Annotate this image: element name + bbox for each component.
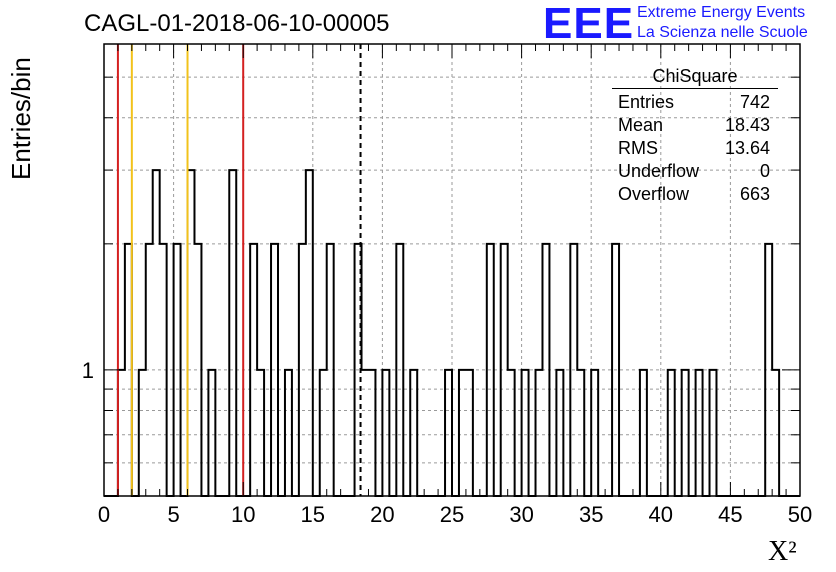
stats-label: Entries [618,92,675,112]
logo-line-1: Extreme Energy Events [637,4,806,21]
stats-label: RMS [618,138,658,158]
stats-box: ChiSquare Entries 742 Mean 18.43 RMS 13.… [612,66,778,206]
stats-title: ChiSquare [612,66,778,89]
x-tick-label: 45 [718,502,742,527]
x-tick-label: 50 [788,502,812,527]
y-axis-label: Entries/bin [6,57,36,180]
stats-label: Overflow [618,184,690,204]
stats-value: 742 [739,92,770,112]
x-tick-label: 0 [98,502,110,527]
x-tick-label: 5 [167,502,179,527]
x-tick-label: 35 [579,502,603,527]
histogram-bin [229,170,236,496]
stats-row-overflow: Overflow 663 [612,183,778,206]
logo-line-2: La Scienza nelle Scuole [637,24,808,41]
histogram-bin [153,170,160,496]
x-axis-label: X² [768,536,797,567]
reference-lines [116,44,362,496]
histogram-bin [306,170,313,496]
stats-row-mean: Mean 18.43 [612,114,778,137]
stats-value: 663 [739,184,770,204]
x-tick-label: 20 [370,502,394,527]
chart-title: CAGL-01-2018-06-10-00005 [84,10,390,37]
x-tick-label: 40 [649,502,673,527]
x-tick-label: 25 [440,502,464,527]
stats-value: 0 [759,161,770,181]
stats-label: Mean [618,115,664,135]
x-tick-label: 30 [509,502,533,527]
histogram-bin [188,170,195,496]
axis-ticks: 0 5 10 15 20 25 30 35 40 45 50 1 [82,44,812,527]
stats-row-rms: RMS 13.64 [612,137,778,160]
stats-row-underflow: Underflow 0 [612,160,778,183]
stats-label: Underflow [618,161,700,181]
stats-value: 13.64 [724,138,770,158]
y-tick-label: 1 [82,358,94,383]
stats-value: 18.43 [724,115,770,135]
x-tick-label: 15 [301,502,325,527]
x-tick-label: 10 [231,502,255,527]
stats-row-entries: Entries 742 [612,91,778,114]
eee-logo: EEE [543,0,635,48]
